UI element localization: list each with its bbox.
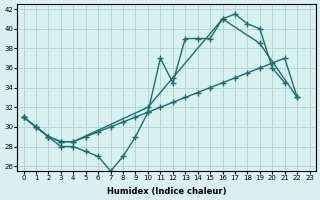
X-axis label: Humidex (Indice chaleur): Humidex (Indice chaleur) [107,187,226,196]
